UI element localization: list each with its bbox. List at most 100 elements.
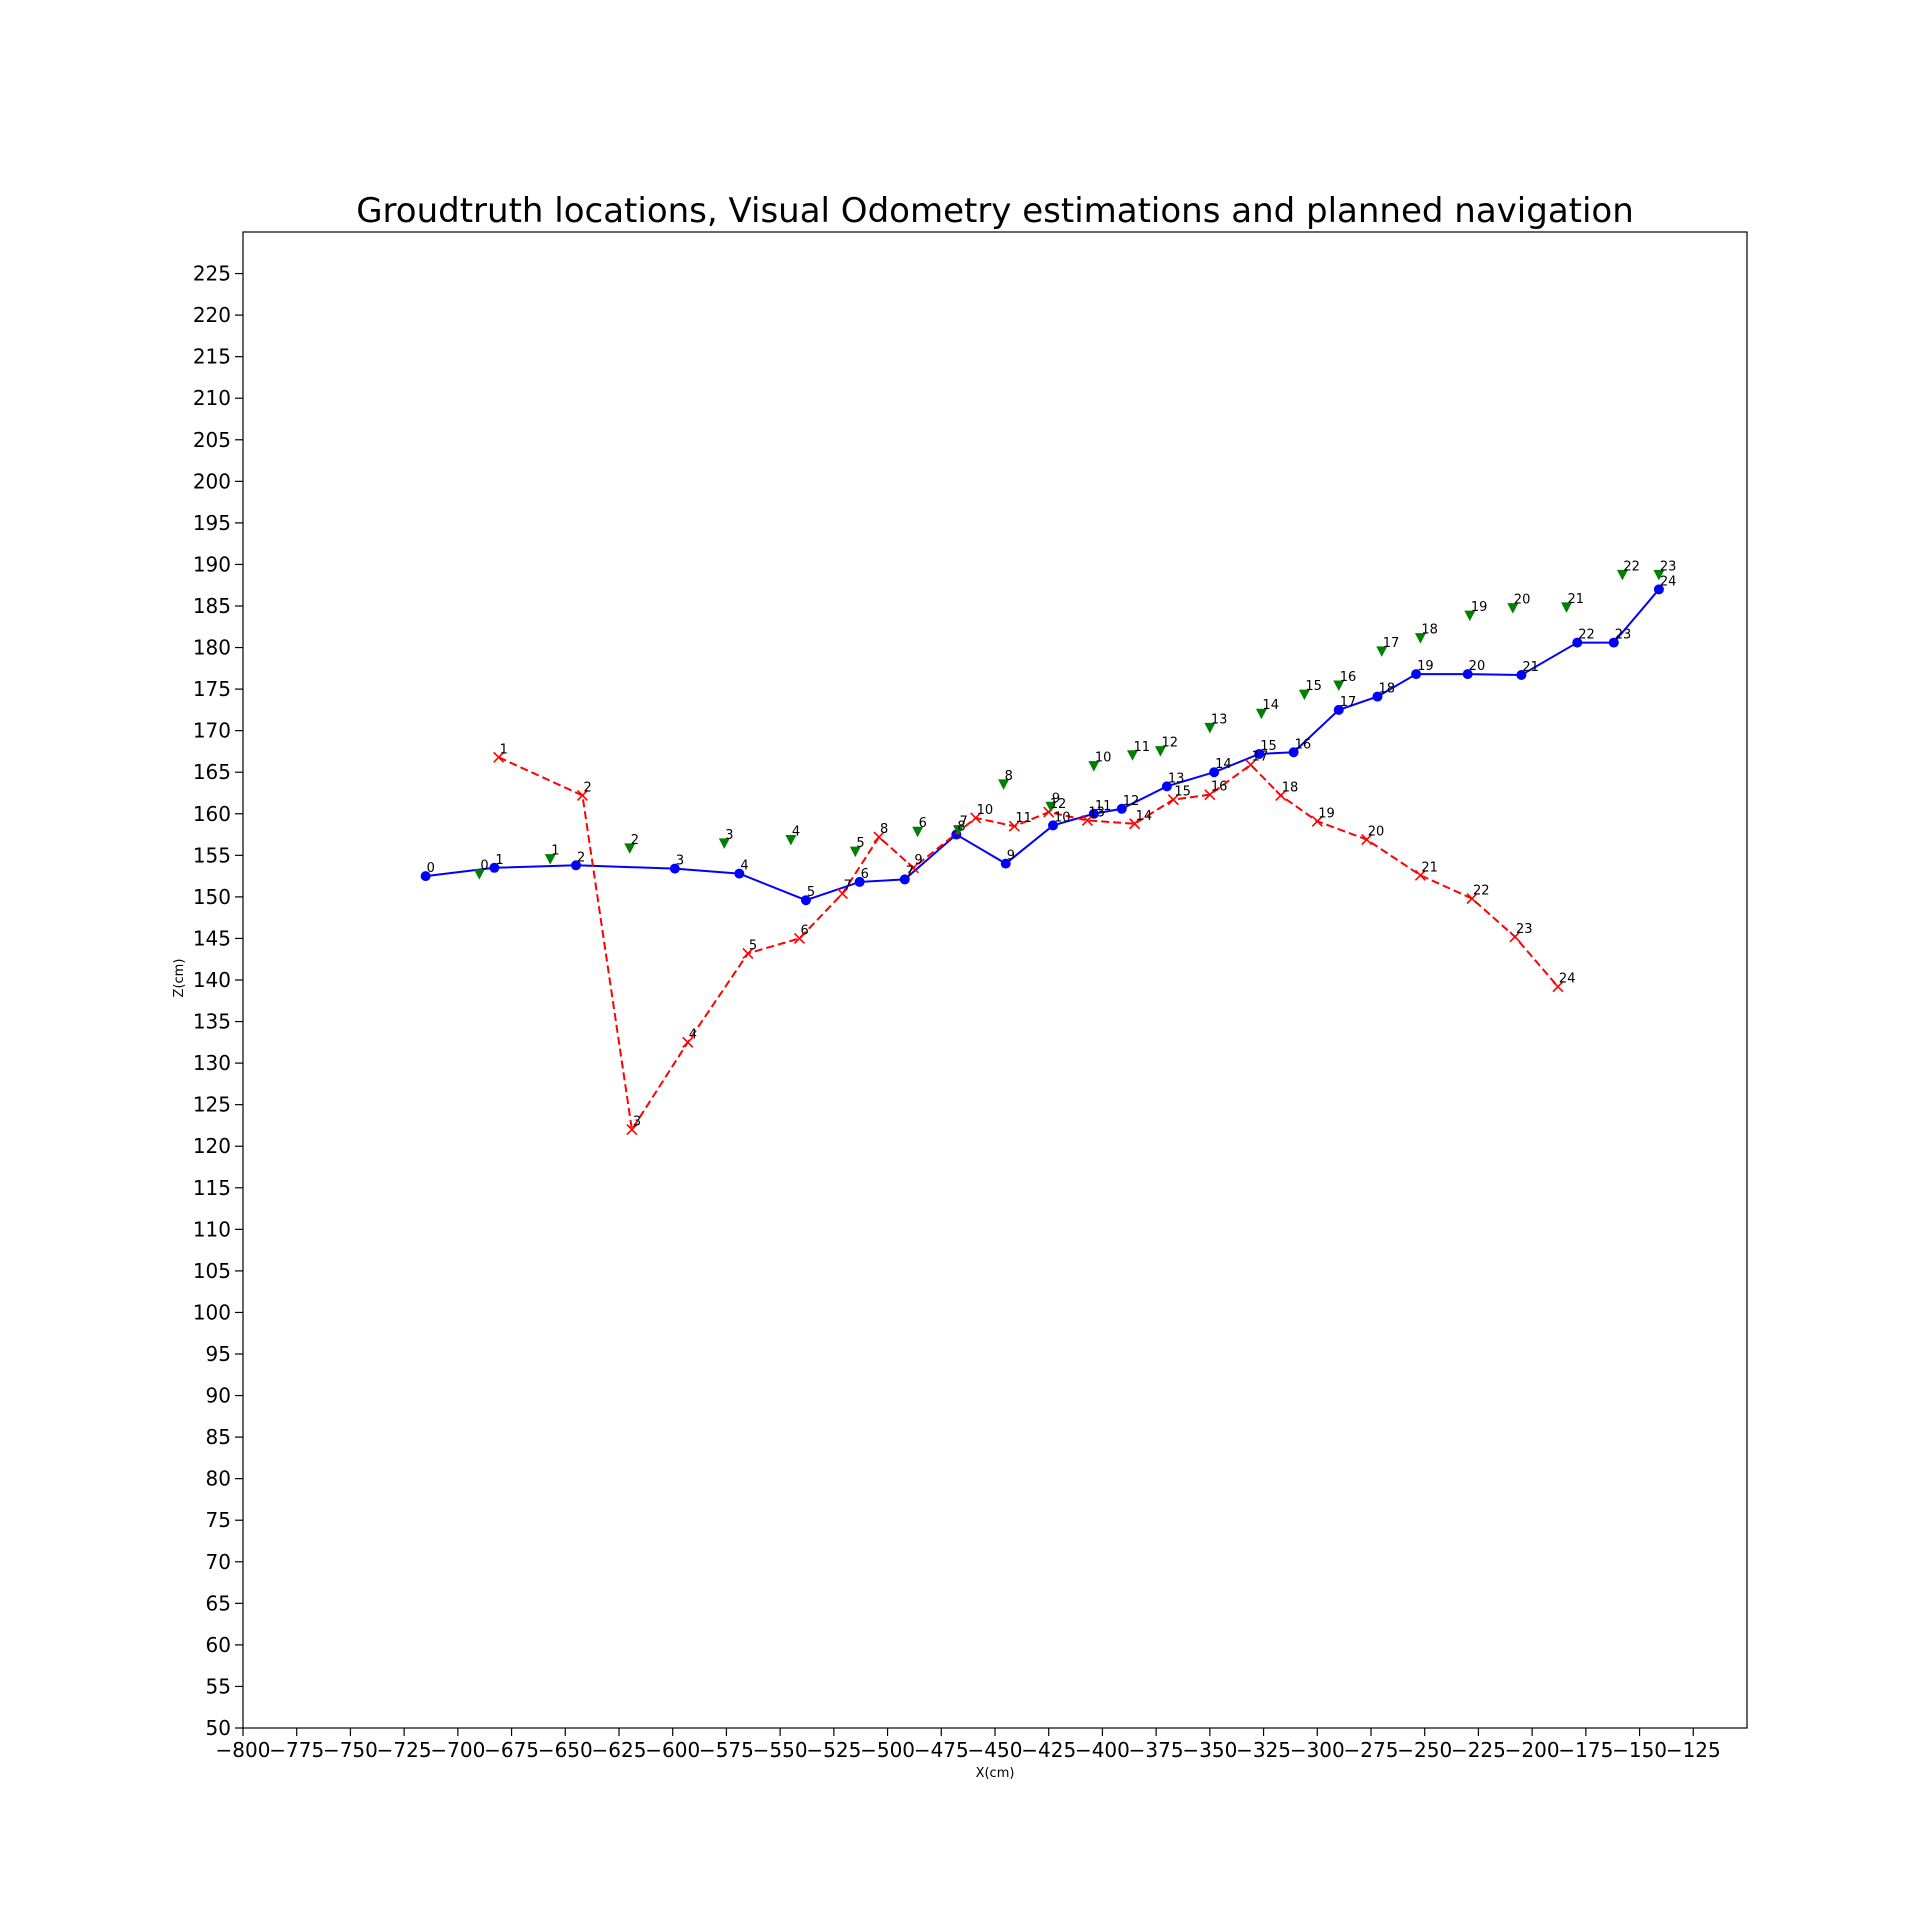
vo-estimate-point <box>742 947 754 959</box>
vo-estimate-point <box>793 932 806 945</box>
x-tick-label: −700 <box>430 1738 485 1762</box>
planned-point-label: 9 <box>1052 791 1060 806</box>
planned-point <box>849 846 861 858</box>
vo-estimate-point-label: 1 <box>500 742 508 757</box>
x-tick-label: −225 <box>1451 1738 1506 1762</box>
groundtruth-point-label: 6 <box>861 867 869 882</box>
x-tick-label: −800 <box>216 1738 271 1762</box>
groundtruth-point <box>1372 691 1383 702</box>
vo-estimate-point <box>1245 759 1257 771</box>
vo-estimate-point-label: 7 <box>843 879 851 894</box>
vo-estimate-point-label: 23 <box>1516 922 1533 937</box>
planned-point-label: 4 <box>792 825 800 840</box>
planned-point-label: 12 <box>1161 736 1178 751</box>
vo-estimate-point <box>576 789 589 802</box>
x-tick-label: −525 <box>806 1738 861 1762</box>
y-tick-label: 225 <box>193 262 231 286</box>
x-tick-label: −750 <box>323 1738 378 1762</box>
x-tick-label: −350 <box>1182 1738 1237 1762</box>
x-tick-label: −475 <box>914 1738 969 1762</box>
planned-point-label: 13 <box>1211 712 1228 727</box>
vo-estimate-point-label: 15 <box>1174 785 1191 800</box>
x-tick-label: −375 <box>1129 1738 1184 1762</box>
groundtruth-point <box>1116 803 1127 814</box>
y-tick-label: 85 <box>206 1425 231 1449</box>
y-tick-label: 125 <box>193 1093 231 1117</box>
vo-estimate-point-label: 24 <box>1559 972 1576 987</box>
x-tick-label: −575 <box>699 1738 754 1762</box>
plot-frame <box>242 231 1748 1729</box>
vo-estimate-point-label: 20 <box>1368 825 1385 840</box>
vo-estimate-point-label: 4 <box>689 1027 697 1042</box>
planned-point <box>1376 646 1388 657</box>
planned-point-label: 7 <box>959 815 967 830</box>
planned-point <box>1204 722 1216 734</box>
groundtruth-point-label: 22 <box>1578 628 1595 643</box>
groundtruth-point <box>800 895 811 906</box>
y-tick-label: 105 <box>193 1259 231 1283</box>
groundtruth-point <box>1161 781 1172 792</box>
groundtruth-point-label: 13 <box>1168 771 1185 786</box>
groundtruth-point-label: 3 <box>676 854 684 869</box>
vo-estimate-point <box>1361 833 1373 846</box>
x-tick-label: −775 <box>269 1738 324 1762</box>
groundtruth-point <box>1653 584 1664 595</box>
planned-point <box>1127 750 1139 761</box>
groundtruth-point-label: 19 <box>1417 659 1434 674</box>
y-tick-label: 200 <box>193 469 231 493</box>
x-tick-label: −125 <box>1666 1738 1721 1762</box>
vo-estimate-point <box>1311 815 1323 827</box>
vo-estimate-point <box>1008 820 1020 832</box>
planned-point <box>1507 603 1519 614</box>
vo-estimate-point <box>836 887 849 900</box>
vo-estimate-point <box>1414 869 1426 881</box>
y-tick-label: 165 <box>193 760 231 784</box>
y-tick-label: 170 <box>193 719 231 743</box>
planned-point-label: 19 <box>1471 600 1488 615</box>
planned-point-label: 8 <box>1005 769 1013 784</box>
groundtruth-point <box>489 862 500 873</box>
planned-point <box>785 835 797 846</box>
groundtruth-point-label: 23 <box>1615 628 1632 643</box>
planned-point-label: 22 <box>1623 559 1640 574</box>
planned-point <box>1561 602 1573 613</box>
planned-point-label: 18 <box>1421 623 1438 638</box>
groundtruth-point-label: 24 <box>1660 574 1677 589</box>
vo-estimate-point-label: 8 <box>880 822 888 837</box>
y-axis-label: Z(cm) <box>172 959 187 998</box>
y-tick-label: 180 <box>193 636 231 660</box>
groundtruth-point-label: 5 <box>807 885 815 900</box>
x-tick-label: −175 <box>1558 1738 1613 1762</box>
vo-estimate-point-label: 17 <box>1252 750 1269 765</box>
planned-point <box>1298 689 1310 701</box>
x-tick-label: −550 <box>753 1738 808 1762</box>
groundtruth-point <box>1333 704 1344 715</box>
y-tick-label: 220 <box>193 303 231 327</box>
y-tick-label: 135 <box>193 1010 231 1034</box>
vo-estimate-point-label: 14 <box>1136 809 1153 824</box>
y-tick-label: 70 <box>206 1550 231 1574</box>
groundtruth-point <box>420 871 431 882</box>
groundtruth-point <box>899 874 910 885</box>
groundtruth-point-label: 12 <box>1123 794 1140 809</box>
vo-estimate-point-label: 9 <box>914 853 922 868</box>
x-axis-label: X(cm) <box>976 1766 1015 1781</box>
y-tick-label: 120 <box>193 1134 231 1158</box>
planned-point-label: 2 <box>631 833 639 848</box>
x-tick-label: −250 <box>1397 1738 1452 1762</box>
vo-estimate-point-label: 18 <box>1282 780 1299 795</box>
vo-estimate-point-label: 3 <box>633 1115 641 1130</box>
x-tick-label: −400 <box>1075 1738 1130 1762</box>
vo-estimate-point <box>1081 814 1093 826</box>
groundtruth-point-label: 20 <box>1469 659 1486 674</box>
y-tick-label: 210 <box>193 386 231 410</box>
y-tick-label: 100 <box>193 1300 231 1324</box>
vo-estimate-point-label: 16 <box>1211 780 1228 795</box>
groundtruth-point <box>1288 747 1299 758</box>
y-tick-label: 75 <box>206 1508 231 1532</box>
groundtruth-point-label: 15 <box>1260 739 1277 754</box>
y-tick-label: 95 <box>206 1342 231 1366</box>
groundtruth-point-label: 0 <box>427 861 435 876</box>
